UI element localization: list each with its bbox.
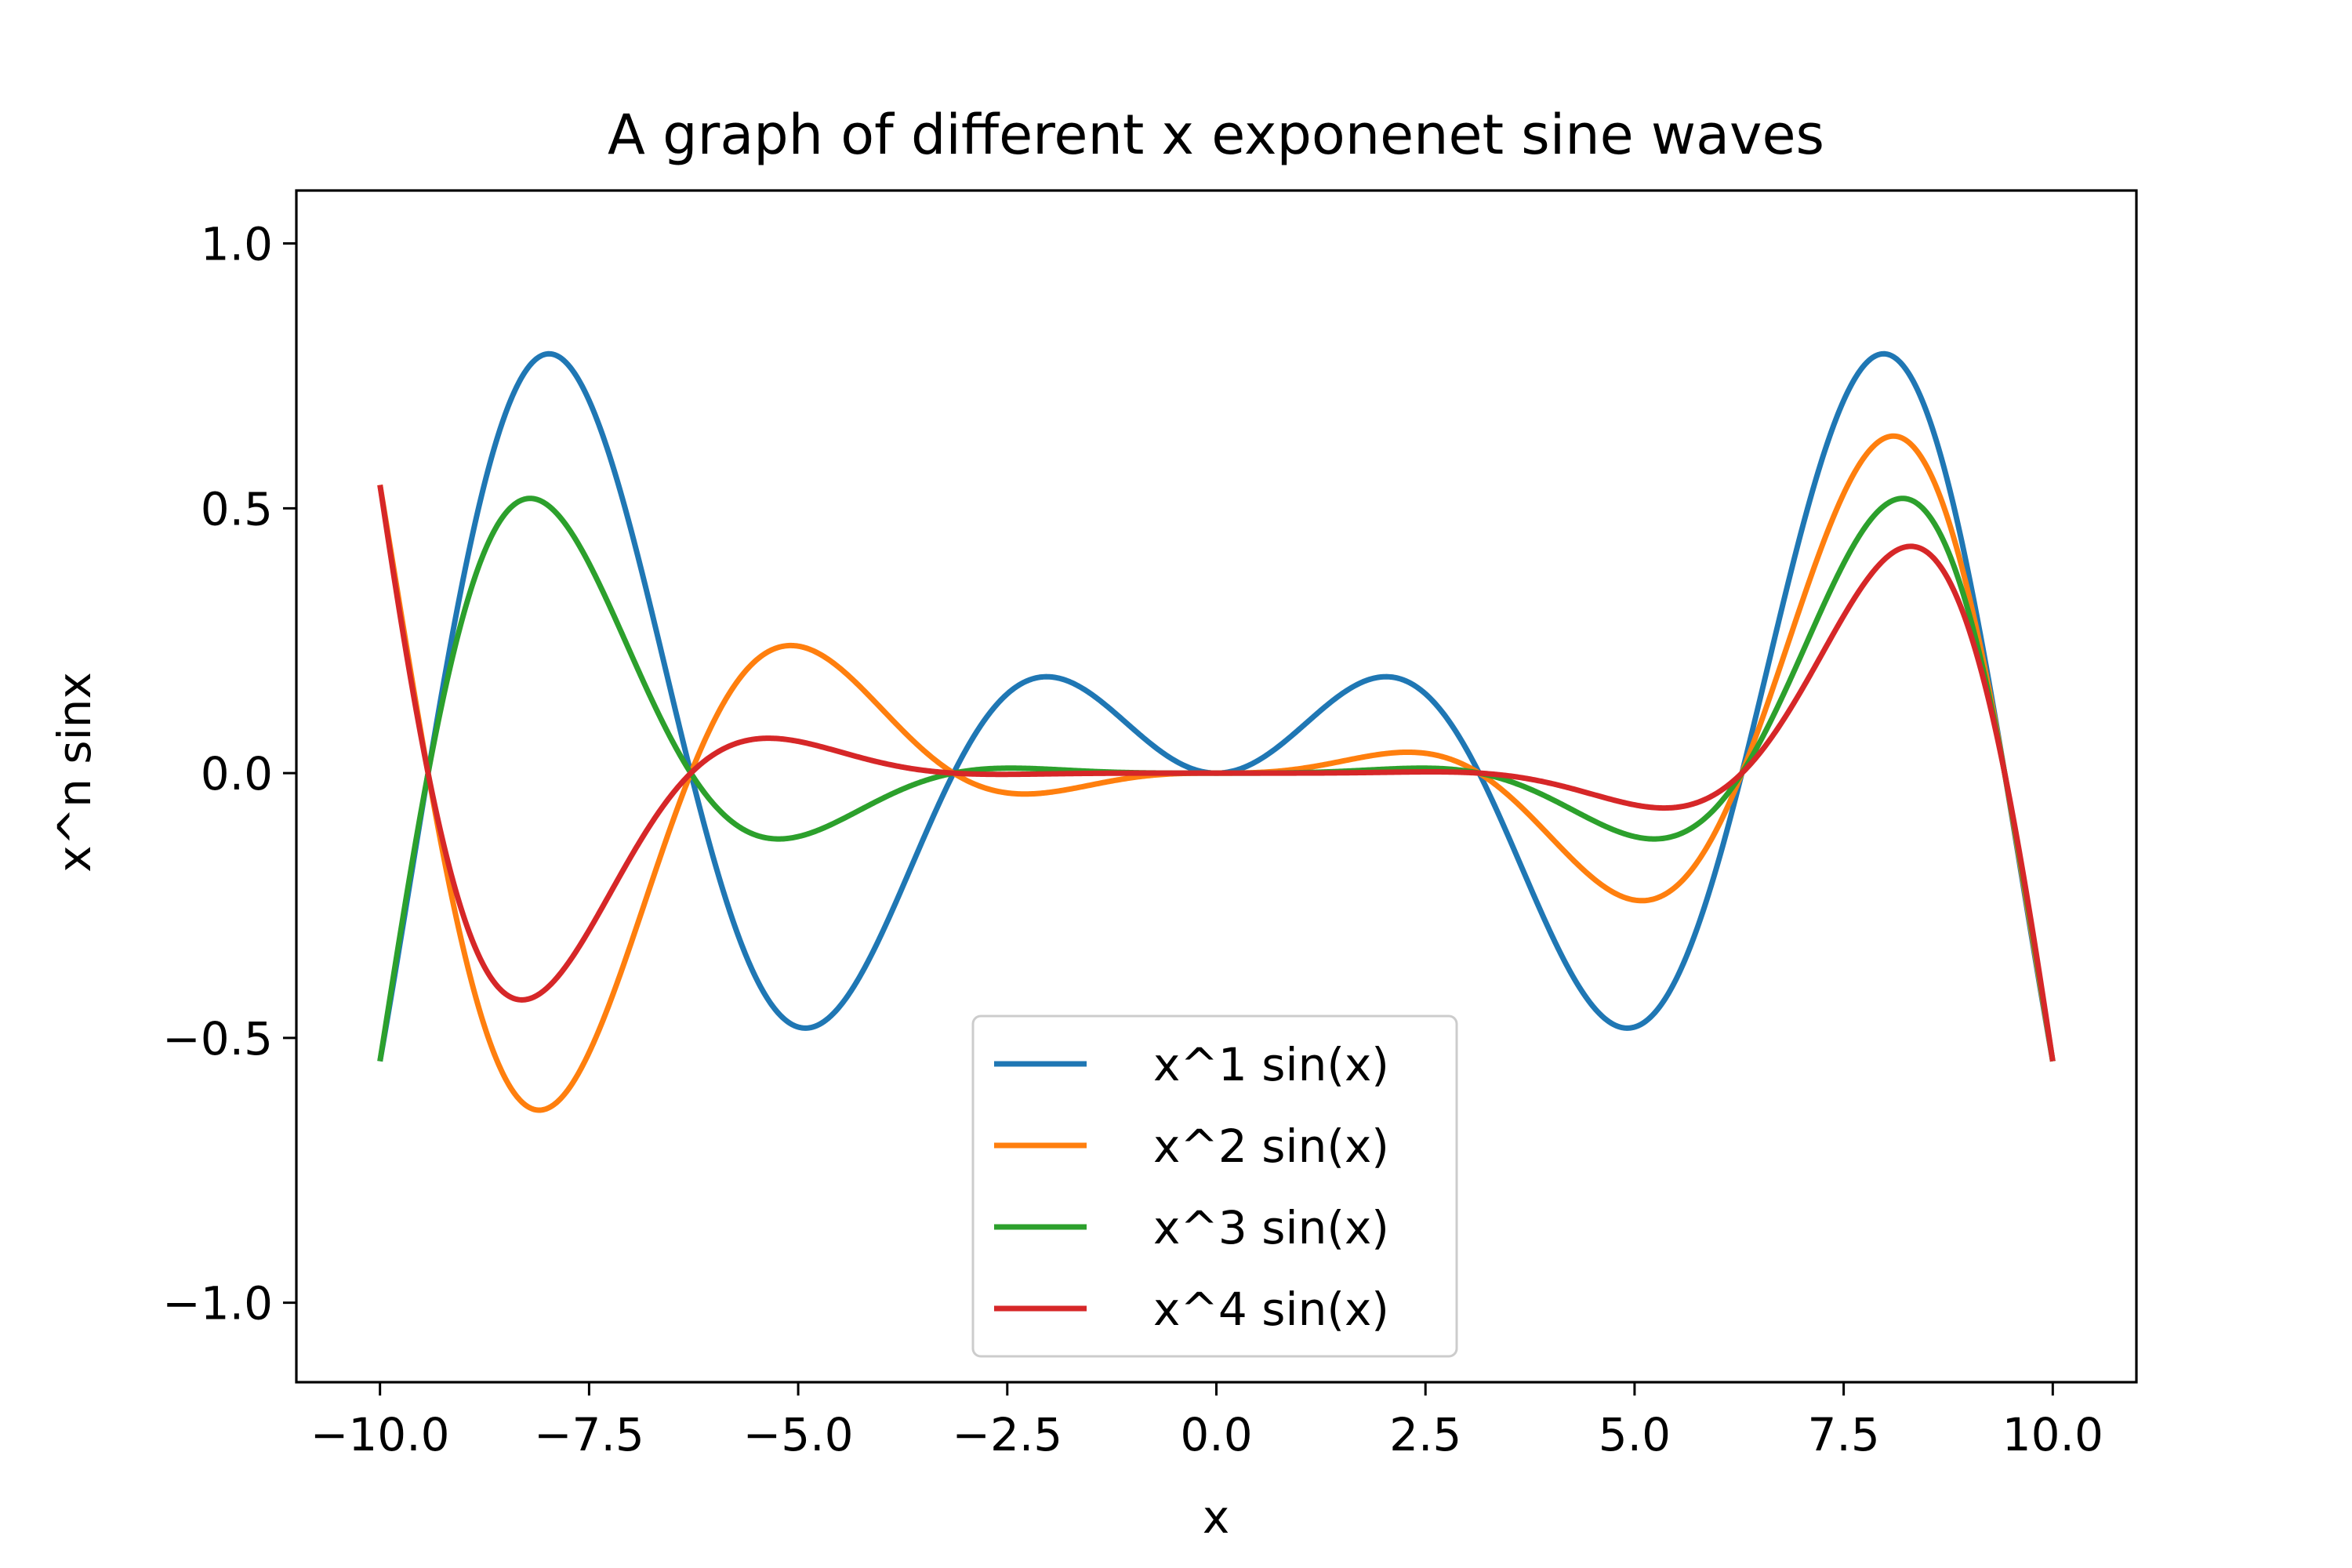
chart-title: A graph of different x exponenet sine wa…	[608, 103, 1824, 167]
x-tick-label: 2.5	[1389, 1408, 1461, 1461]
x-tick-label: −10.0	[310, 1408, 450, 1461]
series-line-4	[377, 485, 2056, 1062]
y-tick-label: 1.0	[201, 218, 273, 271]
legend-box	[971, 1014, 1458, 1358]
legend-label-1: x^1 sin(x)	[1153, 1038, 1389, 1091]
x-tick-label: 5.0	[1599, 1408, 1671, 1461]
plot-frame	[295, 189, 2138, 1384]
x-tick-label: 10.0	[2002, 1408, 2103, 1461]
y-tick-label: −0.5	[162, 1012, 273, 1065]
series-layer	[377, 350, 2056, 1113]
y-axis: −1.0 −0.5 0.0 0.5 1.0	[162, 218, 296, 1330]
legend-label-2: x^2 sin(x)	[1153, 1120, 1389, 1173]
legend: x^1 sin(x) x^2 sin(x) x^3 sin(x) x^4 sin(x)	[971, 1014, 1458, 1358]
x-tick-label: −7.5	[534, 1408, 644, 1461]
x-axis-label: x	[1203, 1490, 1229, 1544]
x-tick-label: 7.5	[1807, 1408, 1879, 1461]
legend-label-4: x^4 sin(x)	[1153, 1283, 1389, 1336]
x-tick-label: 0.0	[1180, 1408, 1252, 1461]
y-tick-label: 0.5	[201, 482, 273, 535]
x-axis: −10.0 −7.5 −5.0 −2.5 0.0 2.5 5.0 7.5 10.0	[310, 1382, 2103, 1461]
y-tick-label: −1.0	[162, 1277, 273, 1330]
x-tick-label: −5.0	[743, 1408, 854, 1461]
legend-label-3: x^3 sin(x)	[1153, 1201, 1389, 1254]
y-axis-label: x^n sinx	[48, 672, 101, 873]
y-tick-label: 0.0	[201, 747, 273, 800]
x-tick-label: −2.5	[952, 1408, 1062, 1461]
